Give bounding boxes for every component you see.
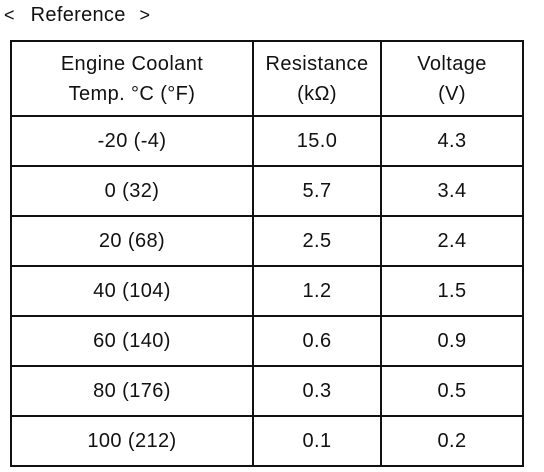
table-row: 20 (68) 2.5 2.4 (10, 215, 524, 267)
cell-resistance: 0.6 (252, 315, 382, 367)
cell-resistance: 15.0 (252, 115, 382, 167)
heading-open-bracket: < (4, 5, 15, 25)
reference-heading: < Reference > (4, 2, 150, 28)
cell-voltage: 0.9 (380, 315, 524, 367)
cell-voltage: 0.5 (380, 365, 524, 417)
table-row: 0 (32) 5.7 3.4 (10, 165, 524, 217)
header-voltage-line2: (V) (438, 82, 466, 105)
header-coolant-temp-line2: Temp. °C (°F) (68, 82, 196, 105)
cell-voltage: 1.5 (380, 265, 524, 317)
cell-resistance: 1.2 (252, 265, 382, 317)
cell-temp: 0 (32) (10, 165, 254, 217)
table-row: 100 (212) 0.1 0.2 (10, 415, 524, 467)
cell-resistance: 5.7 (252, 165, 382, 217)
table-row: 40 (104) 1.2 1.5 (10, 265, 524, 317)
cell-resistance: 0.3 (252, 365, 382, 417)
cell-voltage: 2.4 (380, 215, 524, 267)
header-resistance-line2: (kΩ) (297, 82, 337, 105)
cell-temp: 60 (140) (10, 315, 254, 367)
table-row: 80 (176) 0.3 0.5 (10, 365, 524, 417)
reference-table: Engine Coolant Temp. °C (°F) Resistance … (10, 40, 524, 467)
cell-voltage: 3.4 (380, 165, 524, 217)
header-resistance: Resistance (kΩ) (252, 40, 382, 117)
cell-temp: -20 (-4) (10, 115, 254, 167)
header-voltage: Voltage (V) (380, 40, 524, 117)
cell-voltage: 0.2 (380, 415, 524, 467)
table-row: -20 (-4) 15.0 4.3 (10, 115, 524, 167)
header-resistance-line1: Resistance (265, 52, 369, 75)
table-header: Engine Coolant Temp. °C (°F) Resistance … (10, 40, 524, 117)
header-coolant-temp-line1: Engine Coolant (60, 52, 204, 75)
cell-resistance: 0.1 (252, 415, 382, 467)
header-voltage-line1: Voltage (417, 52, 487, 75)
cell-temp: 80 (176) (10, 365, 254, 417)
cell-voltage: 4.3 (380, 115, 524, 167)
header-row: Engine Coolant Temp. °C (°F) Resistance … (10, 40, 524, 117)
cell-temp: 20 (68) (10, 215, 254, 267)
cell-temp: 100 (212) (10, 415, 254, 467)
cell-temp: 40 (104) (10, 265, 254, 317)
table-row: 60 (140) 0.6 0.9 (10, 315, 524, 367)
heading-close-bracket: > (139, 5, 151, 25)
header-coolant-temp: Engine Coolant Temp. °C (°F) (10, 40, 254, 117)
cell-resistance: 2.5 (252, 215, 382, 267)
table-body: -20 (-4) 15.0 4.3 0 (32) 5.7 3.4 20 (68)… (10, 115, 524, 467)
heading-title: Reference (30, 4, 126, 26)
